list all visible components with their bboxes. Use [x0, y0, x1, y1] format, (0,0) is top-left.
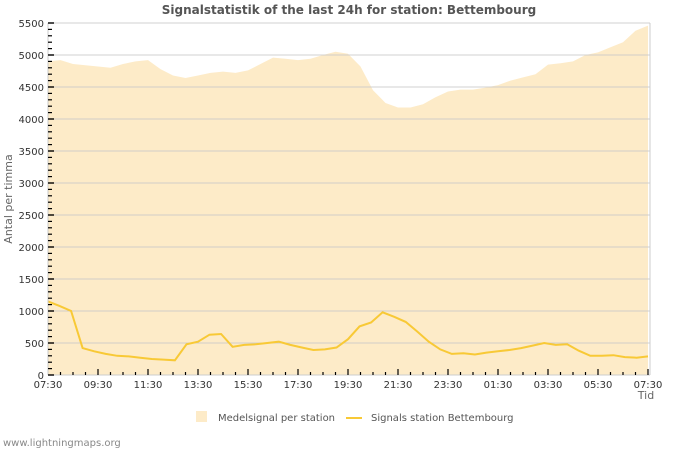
x-tick-label: 09:30 [84, 380, 113, 391]
y-ticks: 0 500 1000 1500 2000 2500 3000 3500 4000 4500 5000… [19, 19, 54, 382]
y-tick-label: 1500 [19, 275, 44, 286]
chart-title: Signalstatistik of the last 24h for stat… [162, 3, 536, 17]
x-tick-label: 17:30 [284, 380, 313, 391]
y-tick-label: 500 [25, 339, 44, 350]
x-tick-label: 07:30 [34, 380, 63, 391]
x-ticks: 07:30 09:30 11:30 13:30 15:30 17:30 19:30 21:30… [34, 369, 663, 391]
y-tick-label: 4500 [19, 83, 44, 94]
plot-area: 0 500 1000 1500 2000 2500 3000 3500 4000 4500 5000… [19, 19, 663, 391]
legend-item-medelsignal[interactable]: Medelsignal per station [196, 411, 335, 424]
legend-label-medelsignal: Medelsignal per station [218, 413, 335, 424]
x-tick-label: 23:30 [434, 380, 463, 391]
legend: Medelsignal per station Signals station … [196, 411, 514, 424]
x-tick-label: 03:30 [534, 380, 563, 391]
x-tick-label: 07:30 [634, 380, 663, 391]
x-tick-label: 01:30 [484, 380, 513, 391]
y-tick-label: 0 [38, 371, 44, 382]
legend-area-swatch-icon [196, 411, 207, 422]
y-tick-label: 2500 [19, 211, 44, 222]
x-axis-label: Tid [637, 389, 654, 402]
gridlines [48, 22, 650, 344]
line-series-bettembourg [47, 300, 649, 362]
x-tick-label: 15:30 [234, 380, 263, 391]
y-tick-label: 3000 [19, 179, 44, 190]
x-tick-label: 05:30 [584, 380, 613, 391]
legend-label-bettembourg: Signals station Bettembourg [371, 413, 514, 424]
credit-link[interactable]: www.lightningmaps.org [3, 438, 121, 449]
y-tick-label: 5500 [19, 19, 44, 30]
y-tick-label: 5000 [19, 51, 44, 62]
x-tick-label: 19:30 [334, 380, 363, 391]
x-tick-label: 13:30 [184, 380, 213, 391]
y-tick-label: 4000 [19, 115, 44, 126]
x-tick-label: 21:30 [384, 380, 413, 391]
area-series-medelsignal [48, 25, 648, 375]
y-tick-label: 1000 [19, 307, 44, 318]
y-tick-label: 3500 [19, 147, 44, 158]
y-tick-label: 2000 [19, 243, 44, 254]
legend-item-bettembourg[interactable]: Signals station Bettembourg [346, 413, 514, 424]
x-tick-label: 11:30 [134, 380, 163, 391]
y-axis-label: Antal per timma [2, 154, 15, 243]
